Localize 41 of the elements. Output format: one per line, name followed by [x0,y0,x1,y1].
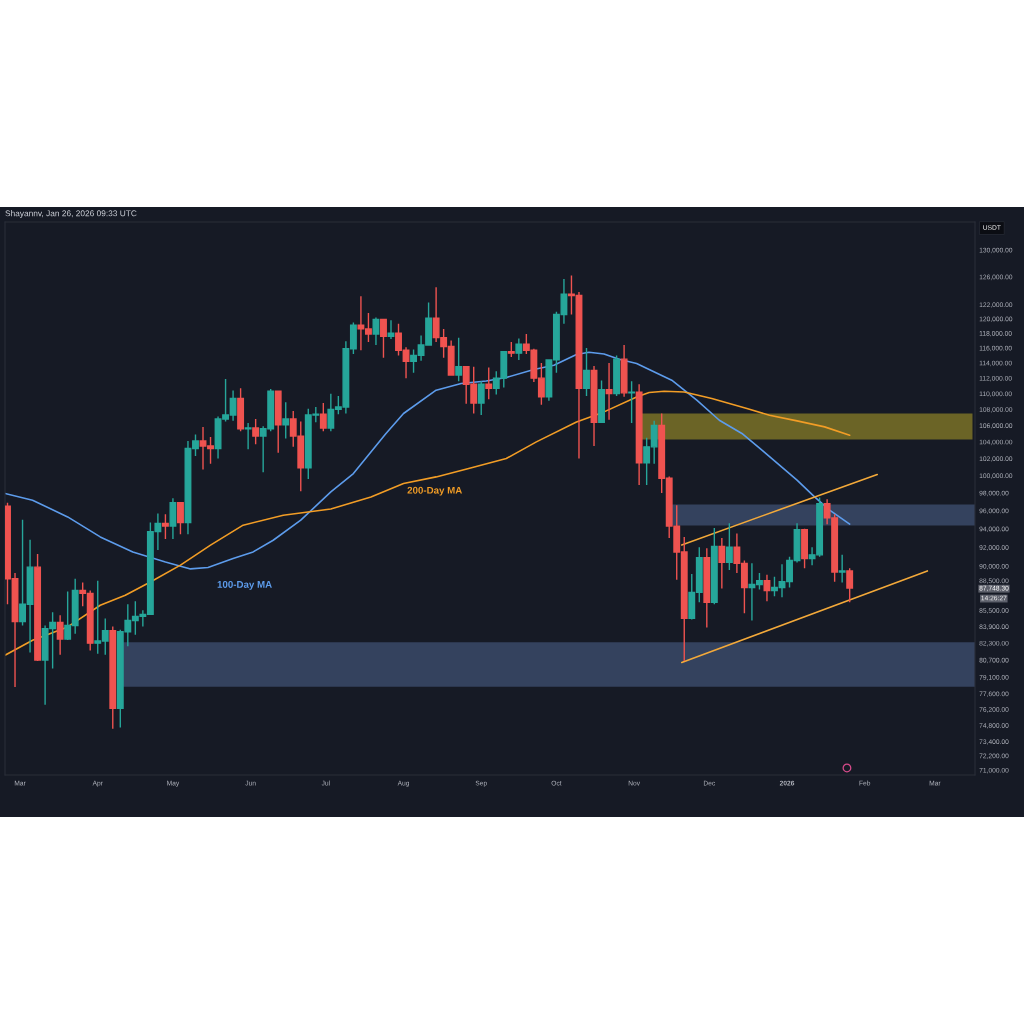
candlestick [620,344,628,398]
candlestick [244,422,252,451]
candlestick [109,625,117,730]
candlestick [477,380,485,416]
candlestick [282,401,290,440]
candlestick [237,387,245,432]
candlestick [372,316,380,346]
candlestick [169,497,177,540]
candlestick [635,383,643,486]
candlestick [801,528,809,569]
candlestick [319,402,327,432]
candlestick [274,389,282,454]
candlestick [177,501,184,536]
candlestick [34,553,42,662]
candlestick [605,362,613,421]
candlestick [455,336,463,382]
candlestick [725,522,733,571]
series-label: 100-Day MA [217,581,272,590]
candlestick [598,379,605,424]
candlestick [763,574,771,603]
candlestick [710,527,718,606]
candlestick [485,366,493,400]
candlestick [628,380,636,424]
candlestick [718,537,726,590]
candlestick [387,319,395,340]
candlestick [838,554,846,584]
candlestick [56,614,64,656]
candlestick [590,365,598,447]
series-label: 200-Day MA [407,486,463,496]
candlestick [252,418,260,446]
line-series [5,390,851,657]
text: Shayannv, Jan 26, 2026 09:33 UTC [5,210,137,218]
candlestick [583,347,590,397]
candlestick [515,337,523,361]
candlestick [380,318,387,359]
candlestick [507,341,515,358]
candlestick [613,354,621,397]
candlestick [846,567,854,604]
line-series [5,351,851,570]
candlestick [703,547,711,629]
candlestick [161,513,169,540]
